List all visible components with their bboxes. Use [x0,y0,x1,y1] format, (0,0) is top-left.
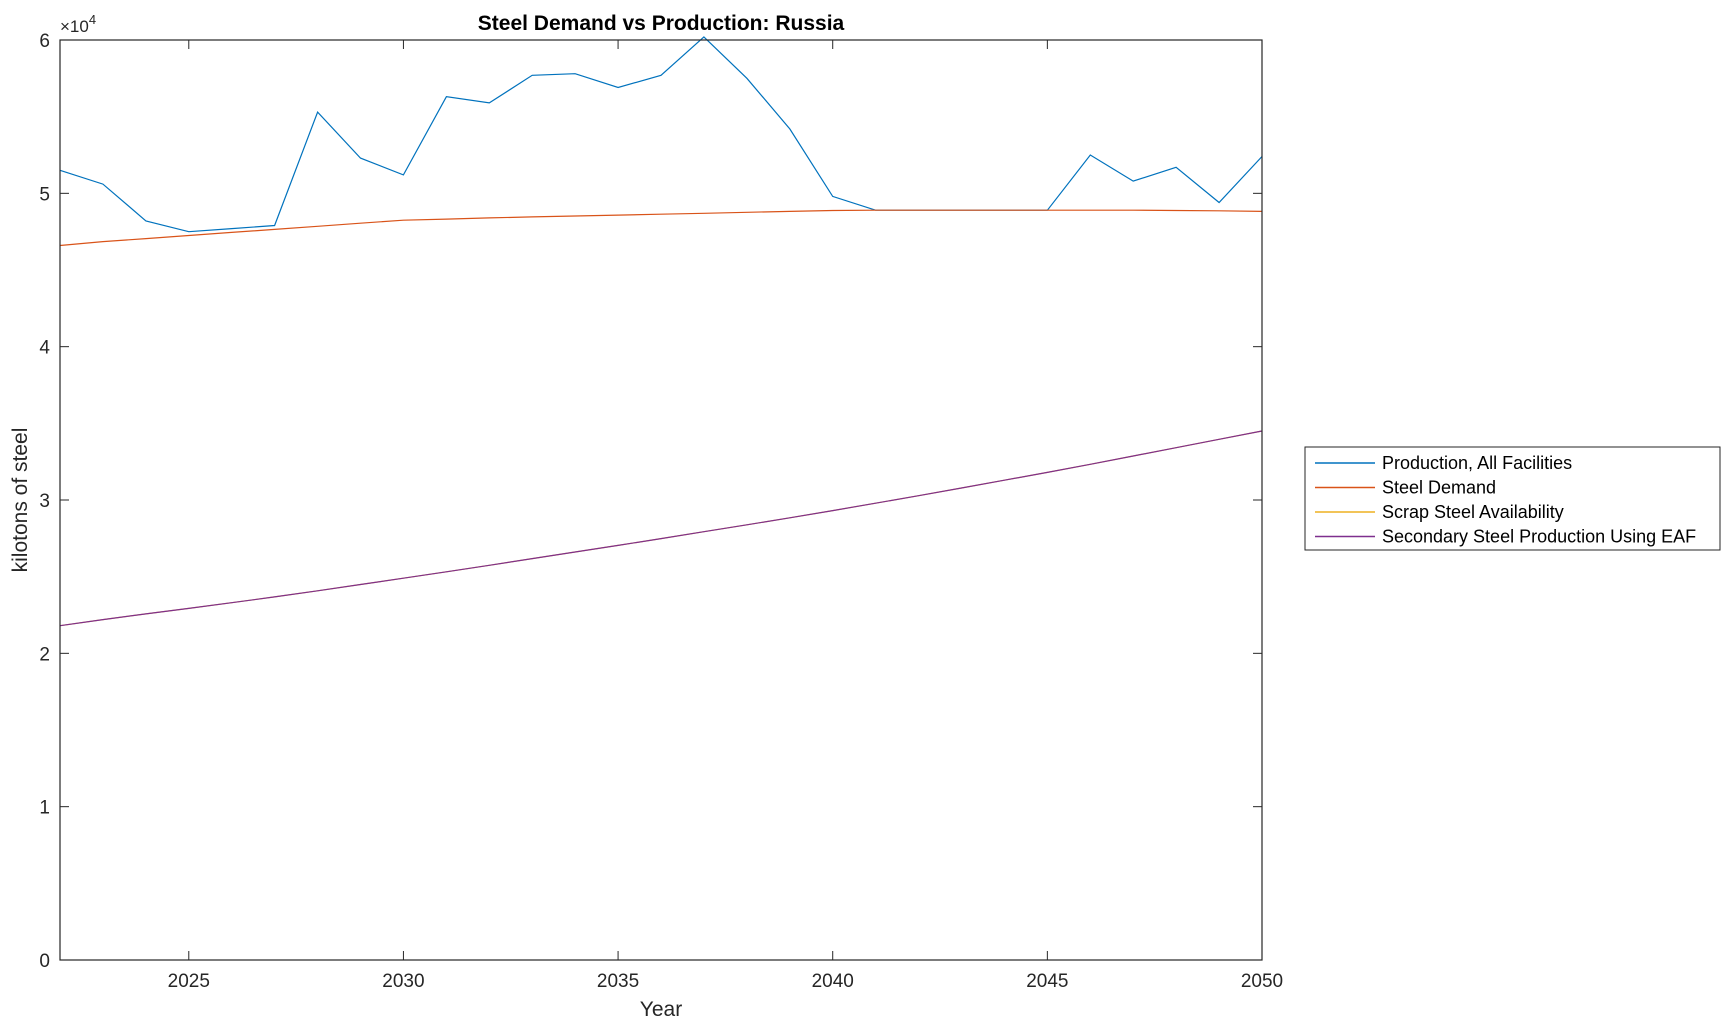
y-exponent-power: 4 [89,12,96,27]
y-axis-exponent: ×104 [60,12,96,36]
x-tick-label: 2045 [1026,971,1068,992]
legend: Production, All Facilities Steel Demand Sc… [1304,446,1721,551]
legend-box [1304,446,1721,551]
y-tick-label: 5 [39,184,50,205]
y-tick-label: 4 [39,338,50,359]
chart-title: Steel Demand vs Production: Russia [478,12,845,35]
y-tick-label: 3 [39,491,50,512]
y-tick-label: 0 [39,951,50,972]
series-line-3 [59,430,1263,627]
plot-area [60,40,1262,960]
axes-layer: 2025 2030 2035 2040 2045 2050 0 1 2 3 4 5 6 [39,31,1283,992]
legend-entry-0: Production, All Facilities [1382,453,1572,473]
y-exponent-base: ×10 [60,17,89,36]
y-tick-label: 1 [39,798,50,819]
x-tick-label: 2040 [812,971,854,992]
legend-entry-2: Scrap Steel Availability [1382,502,1564,522]
legend-entry-3: Secondary Steel Production Using EAF [1382,527,1696,547]
series-line-0 [59,36,1263,233]
y-tick-label: 2 [39,644,50,665]
x-axis-label: Year [640,998,682,1021]
y-axis-label: kilotons of steel [9,428,32,573]
x-tick-label: 2025 [168,971,210,992]
legend-entry-1: Steel Demand [1382,478,1496,498]
x-tick-label: 2035 [597,971,639,992]
series-layer [59,36,1263,627]
series-line-1 [59,209,1263,247]
x-tick-label: 2030 [382,971,424,992]
x-tick-label: 2050 [1241,971,1283,992]
y-tick-label: 6 [39,31,50,52]
